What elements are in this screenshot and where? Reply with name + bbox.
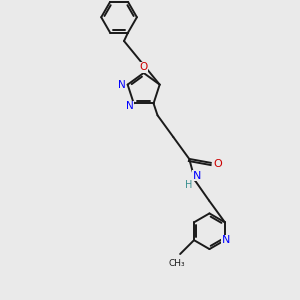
Text: N: N [222,235,230,245]
Text: N: N [126,101,134,111]
Text: N: N [118,80,126,90]
Text: CH₃: CH₃ [169,260,185,268]
Text: O: O [214,159,222,169]
Text: N: N [193,171,201,181]
Text: O: O [140,62,148,72]
Text: H: H [184,180,192,190]
